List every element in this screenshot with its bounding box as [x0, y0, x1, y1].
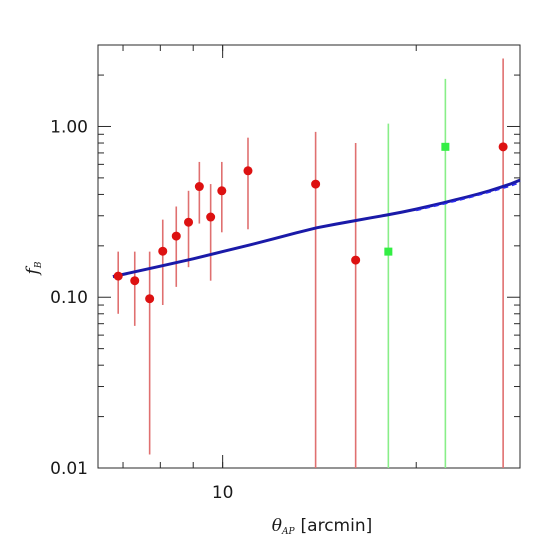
data-point	[217, 186, 227, 196]
y-tick-label: 0.01	[50, 459, 88, 479]
data-point	[158, 246, 168, 256]
x-axis-ticks: 10	[212, 45, 234, 503]
y-axis-subscript: B	[34, 261, 44, 269]
error-bars	[117, 58, 504, 468]
data-point	[194, 182, 204, 192]
data-point	[130, 276, 140, 286]
plot-area	[97, 44, 521, 469]
data-point	[243, 166, 253, 176]
model-curve-dashed	[416, 181, 521, 212]
data-point	[145, 294, 155, 304]
x-axis-symbol: θ	[272, 516, 282, 536]
x-axis-unit: [arcmin]	[301, 516, 373, 536]
minor-ticks	[98, 44, 520, 468]
x-axis-subscript: AP	[281, 527, 295, 537]
data-point	[311, 179, 321, 189]
data-point	[206, 212, 216, 222]
x-tick-label: 10	[212, 483, 234, 503]
y-axis-ticks: 0.01 0.10 1.00	[50, 117, 520, 479]
model-curve	[112, 178, 521, 279]
y-axis-symbol: f	[23, 265, 43, 276]
data-point	[184, 217, 194, 227]
y-tick-label: 0.10	[50, 288, 88, 308]
y-axis-label: fB	[23, 261, 44, 276]
data-point	[113, 271, 123, 281]
data-point	[351, 255, 361, 265]
y-tick-label: 1.00	[50, 117, 88, 137]
x-axis-label: θAP [arcmin]	[272, 516, 373, 537]
model-curves	[112, 178, 521, 279]
data-point	[498, 142, 508, 152]
data-point	[171, 231, 181, 241]
data-point-square	[384, 247, 393, 256]
data-point-square	[441, 142, 450, 151]
data-markers	[113, 142, 508, 304]
